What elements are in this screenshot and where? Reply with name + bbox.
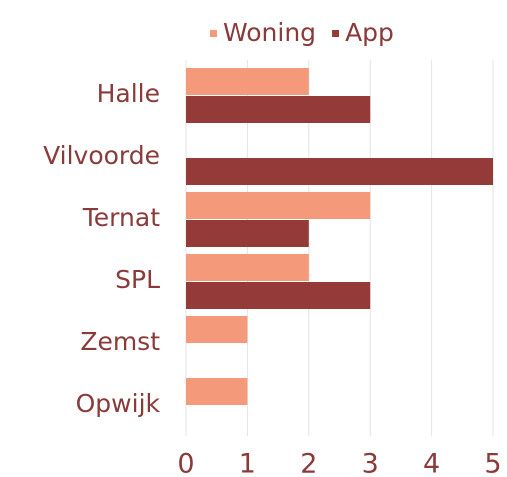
legend-label: App bbox=[345, 18, 394, 47]
bar bbox=[186, 96, 371, 123]
x-tick-label: 4 bbox=[423, 449, 440, 477]
bar bbox=[186, 158, 493, 185]
legend-swatch bbox=[210, 30, 217, 37]
bar bbox=[186, 282, 371, 309]
bar bbox=[186, 254, 309, 281]
category-label: Opwijk bbox=[76, 389, 161, 418]
category-label: Ternat bbox=[82, 203, 160, 232]
x-tick-label: 5 bbox=[484, 449, 501, 477]
category-label: Zemst bbox=[80, 327, 160, 356]
category-label: Halle bbox=[97, 79, 160, 108]
x-tick-label: 2 bbox=[300, 449, 317, 477]
legend-swatch bbox=[332, 30, 340, 37]
bar bbox=[186, 220, 309, 247]
bar bbox=[186, 192, 371, 219]
bar bbox=[186, 316, 248, 343]
bar bbox=[186, 68, 309, 95]
category-label: Vilvoorde bbox=[43, 141, 160, 170]
x-tick-label: 1 bbox=[239, 449, 256, 477]
bar bbox=[186, 378, 248, 405]
x-tick-label: 3 bbox=[362, 449, 379, 477]
legend-label: Woning bbox=[223, 18, 316, 47]
category-label: SPL bbox=[115, 265, 160, 294]
x-tick-label: 0 bbox=[177, 449, 194, 477]
